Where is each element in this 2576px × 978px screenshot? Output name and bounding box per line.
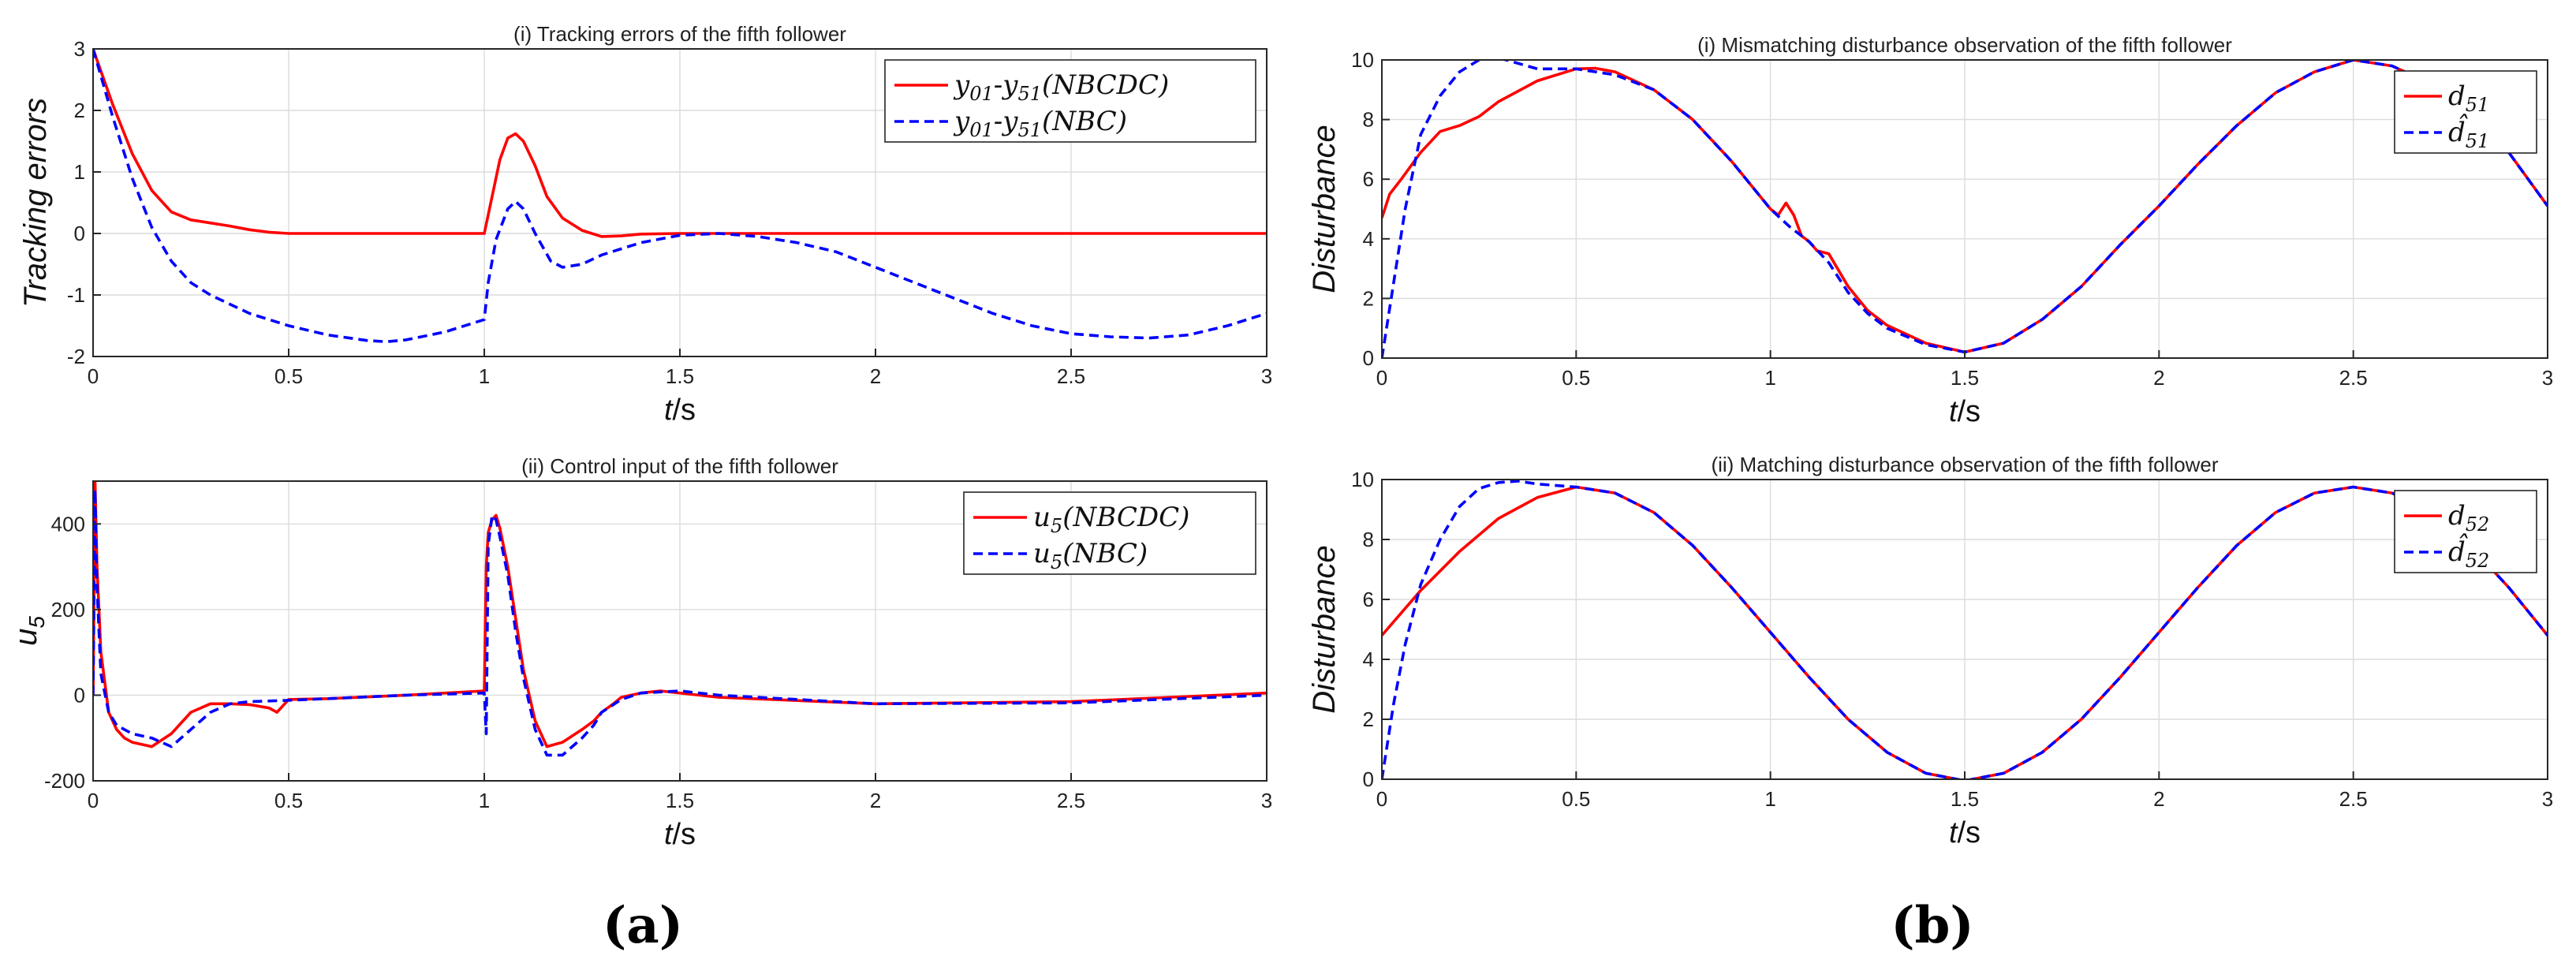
chart-a1: 0 0.5 1 1.5 2 2.5 3 -2 -1 0 1 2 3 (i) Tracking errors… — [18, 22, 1272, 427]
y-tick-label: 400 — [51, 512, 85, 536]
y-tick-label: 0 — [74, 683, 85, 707]
x-tick-label: 1.5 — [666, 364, 694, 388]
legend-box — [2394, 70, 2537, 154]
y-tick-label: -1 — [67, 283, 85, 307]
y-tick-label: 1 — [74, 160, 85, 184]
x-tick-label: 1.5 — [1951, 366, 1979, 390]
x-tick-label: 2.5 — [2339, 366, 2368, 390]
x-tick-label: 1.5 — [1951, 787, 1979, 811]
x-axis-label: t/s — [664, 394, 696, 427]
y-tick-label: -200 — [44, 769, 85, 793]
x-axis-label: t/s — [1949, 395, 1981, 428]
legend: y01-y51(NBCDC)y01-y51(NBC) — [884, 59, 1256, 143]
chart-b1: 0 0.5 1 1.5 2 2.5 3 0 2 4 6 8 10 (i) Mismatching dist… — [1307, 33, 2553, 428]
y-tick-label: 8 — [1363, 108, 1374, 132]
legend: u5(NBCDC)u5(NBC) — [963, 491, 1256, 575]
panel-label-b: (b) — [1891, 896, 1973, 955]
y-tick-label: 2 — [1363, 707, 1374, 731]
x-tick-label: 1 — [479, 789, 490, 812]
series-line-red — [1382, 60, 2548, 354]
series-line-blue — [93, 488, 1267, 757]
y-tick-label: 6 — [1363, 167, 1374, 191]
x-tick-label: 2 — [2153, 366, 2164, 390]
y-tick-label: 10 — [1351, 468, 1374, 491]
legend-entry: y01-y51(NBCDC) — [953, 69, 1169, 105]
x-tick-label: 2 — [870, 364, 881, 388]
y-tick-label: 10 — [1351, 48, 1374, 72]
legend-entry: y01-y51(NBC) — [953, 106, 1127, 141]
y-tick-label: 8 — [1363, 528, 1374, 551]
y-tick-label: 2 — [74, 99, 85, 122]
y-tick-label: 3 — [74, 37, 85, 61]
x-tick-label: 2 — [2153, 787, 2164, 811]
legend-entry: d52 — [2448, 500, 2489, 536]
y-tick-label: 0 — [1363, 767, 1374, 791]
legend-entry: u5(NBCDC) — [1033, 502, 1189, 537]
y-tick-label: 2 — [1363, 286, 1374, 310]
legend-entry: d̂52 — [2448, 534, 2489, 572]
x-tick-label: 0.5 — [274, 364, 303, 388]
series-line-blue — [1382, 60, 2548, 358]
y-tick-label: 0 — [74, 222, 85, 245]
y-tick-label: 200 — [51, 598, 85, 622]
legend-entry: d̂51 — [2448, 114, 2489, 152]
x-tick-label: 0.5 — [274, 789, 303, 812]
x-tick-label: 3 — [1261, 789, 1272, 812]
series-line-red — [93, 49, 1267, 238]
x-tick-label: 0 — [88, 789, 99, 812]
y-axis-label: u5 — [9, 616, 49, 646]
x-tick-label: 0 — [1376, 787, 1387, 811]
chart-title: (i) Tracking errors of the fifth followe… — [513, 22, 846, 46]
y-axis-label: Tracking errors — [18, 98, 53, 308]
chart-b2: 0 0.5 1 1.5 2 2.5 3 0 2 4 6 8 10 (ii) Matching distur… — [1307, 453, 2553, 849]
y-tick-label: 6 — [1363, 588, 1374, 611]
panel-label-a: (a) — [603, 896, 683, 955]
x-tick-label: 0.5 — [1562, 366, 1590, 390]
y-tick-label: 0 — [1363, 346, 1374, 370]
x-tick-label: 3 — [1261, 364, 1272, 388]
x-tick-label: 1 — [1764, 366, 1775, 390]
x-axis-label: t/s — [1949, 816, 1981, 849]
y-tick-label: -2 — [67, 345, 85, 368]
legend-entry: d51 — [2448, 80, 2489, 116]
x-axis-label: t/s — [664, 818, 696, 851]
x-tick-label: 2 — [870, 789, 881, 812]
x-tick-label: 0 — [88, 364, 99, 388]
legend-box — [884, 59, 1256, 143]
y-tick-label: 4 — [1363, 227, 1374, 251]
y-tick-label: 4 — [1363, 648, 1374, 671]
chart-title: (i) Mismatching disturbance observation … — [1697, 33, 2232, 57]
x-tick-label: 1 — [1764, 787, 1775, 811]
chart-title: (ii) Matching disturbance observation of… — [1711, 453, 2218, 476]
x-tick-label: 2.5 — [2339, 787, 2368, 811]
x-tick-label: 1 — [479, 364, 490, 388]
legend-box — [2394, 490, 2537, 573]
legend-box — [963, 491, 1256, 575]
series-line-blue — [93, 49, 1267, 344]
x-tick-label: 0.5 — [1562, 787, 1590, 811]
x-tick-label: 3 — [2542, 366, 2553, 390]
legend-entry: u5(NBC) — [1033, 538, 1148, 573]
x-tick-label: 3 — [2542, 787, 2553, 811]
chart-title: (ii) Control input of the fifth follower — [521, 454, 838, 478]
x-tick-label: 1.5 — [666, 789, 694, 812]
x-tick-label: 2.5 — [1057, 364, 1085, 388]
x-tick-label: 2.5 — [1057, 789, 1085, 812]
series-line-blue — [1382, 480, 2548, 779]
x-tick-label: 0 — [1376, 366, 1387, 390]
y-axis-label: Disturbance — [1307, 545, 1342, 713]
y-axis-label: Disturbance — [1307, 125, 1342, 293]
